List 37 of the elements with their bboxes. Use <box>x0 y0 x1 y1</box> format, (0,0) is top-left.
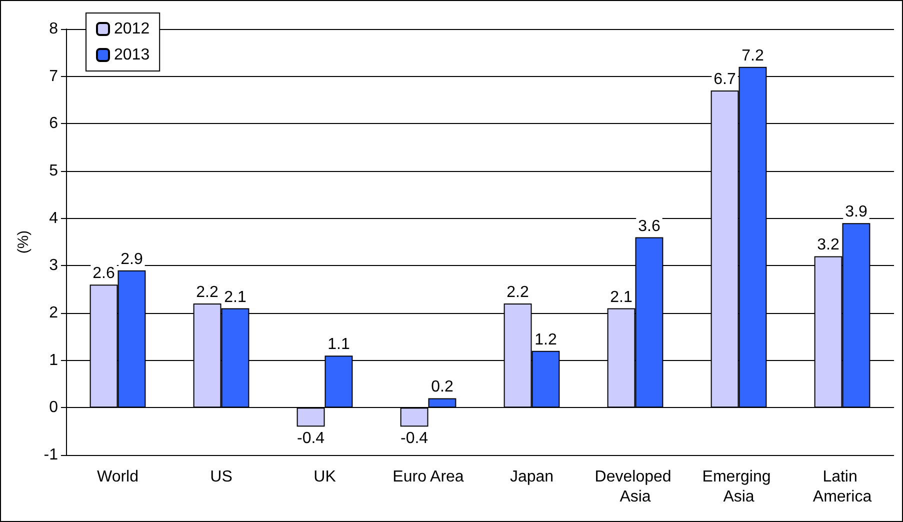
y-tick-label: 4 <box>49 210 58 227</box>
x-tick-label: Developed Asia <box>594 468 676 506</box>
data-label: 6.7 <box>714 71 736 88</box>
x-tick-label: UK <box>314 468 336 486</box>
data-label: 2.1 <box>610 288 632 306</box>
data-label: 0.2 <box>431 378 454 396</box>
y-tick-label: 6 <box>49 115 58 132</box>
data-label: 2.2 <box>196 284 218 302</box>
y-tick-label: 7 <box>49 68 58 85</box>
legend-label: 2013 <box>114 46 150 64</box>
y-tick-label: 1 <box>49 352 58 369</box>
y-tick-label: 3 <box>49 257 58 274</box>
y-tick-label: 5 <box>49 162 58 180</box>
data-label: 1.1 <box>328 336 350 354</box>
x-tick-label: Emerging Asia <box>702 468 776 506</box>
y-tick-label: 2 <box>49 304 58 322</box>
x-tick-label: World <box>97 468 138 486</box>
x-tick-label: Euro Area <box>392 468 464 486</box>
data-label: 2.6 <box>92 265 115 282</box>
x-tick-label: Latin America <box>812 468 872 506</box>
legend-label: 2012 <box>114 20 150 38</box>
data-label: 3.9 <box>845 204 868 221</box>
data-label: 2.9 <box>120 250 143 268</box>
y-tick-label: 0 <box>49 399 58 416</box>
data-label: 3.2 <box>817 236 840 254</box>
data-label: -0.4 <box>296 430 325 448</box>
x-tick-label: Japan <box>510 468 554 486</box>
data-label: 2.2 <box>506 284 529 302</box>
data-label: 7.2 <box>742 47 764 64</box>
y-tick-label: 8 <box>49 20 58 38</box>
data-label: 2.1 <box>224 288 246 306</box>
x-tick-label: US <box>210 468 232 486</box>
data-label: 1.2 <box>534 331 557 348</box>
data-label: -0.4 <box>400 430 428 448</box>
data-label: 3.6 <box>638 218 660 235</box>
y-tick-label: -1 <box>44 446 58 464</box>
y-axis-title: (%) <box>15 230 32 254</box>
